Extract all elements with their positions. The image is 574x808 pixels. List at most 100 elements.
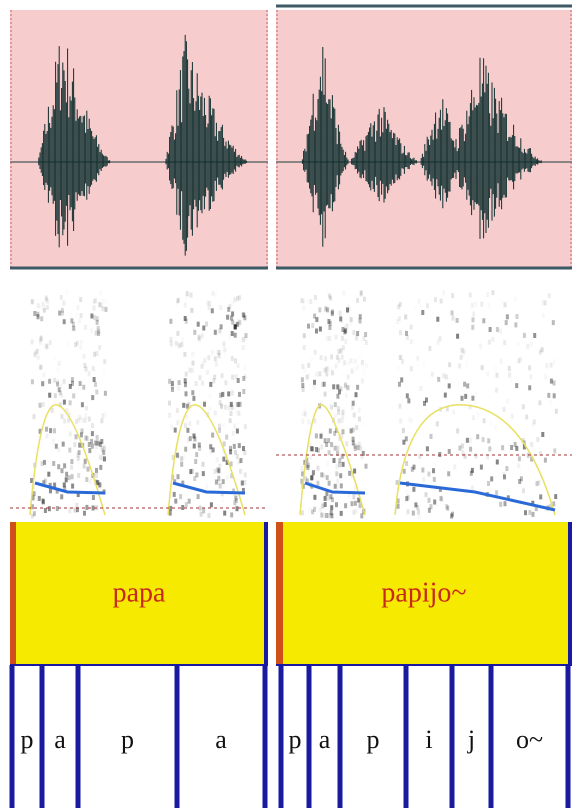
spectrogram-cell [48,392,52,398]
spectrogram-cell [49,428,53,434]
spectrogram-cell [60,414,64,419]
spectrogram-cell [338,310,342,316]
spectrogram-cell [301,418,305,424]
spectrogram-cell [87,442,91,447]
spectrogram-cell [539,451,542,457]
spectrogram-cell [340,453,344,459]
spectrogram-cell [220,403,224,409]
spectrogram-cell [361,450,365,456]
spectrogram-cell [398,315,401,321]
spectrogram-cell [397,365,400,370]
spectrogram-cell [197,442,201,448]
spectrogram-cell [62,399,66,405]
spectrogram-cell [436,339,440,345]
spectrogram-cell [339,386,343,392]
spectrogram-cell [226,314,230,320]
spectrogram-cell [236,318,240,324]
spectrogram-cell [182,402,186,408]
spectrogram-cell [39,339,42,345]
spectrogram-cell [313,379,316,385]
spectrogram-cell [78,318,81,323]
spectrogram-cell [237,459,241,465]
spectrogram-cell [60,392,64,398]
spectrogram-cell [56,381,60,387]
spectrogram-cell [214,330,218,336]
spectrogram-cell [354,392,358,398]
spectrogram-cell [471,317,475,323]
spectrogram-cell [209,448,213,454]
spectrogram-cell [395,480,399,485]
spectrogram-cell [90,329,93,334]
spectrogram-cell [209,393,212,398]
spectrogram-cell [207,355,211,361]
spectrogram-cell [37,496,41,501]
spectrogram-cell [313,494,317,500]
spectrogram-cell [76,492,80,497]
spectrogram-cell [445,406,449,412]
spectrogram-cell [396,498,400,504]
segment-label: p [21,725,34,754]
spectrogram-cell [363,296,366,302]
spectrogram-cell [188,367,192,373]
spectrogram-cell [62,378,66,384]
spectrogram-cell [337,436,341,442]
spectrogram-cell [233,297,237,303]
spectrogram-cell [213,329,217,335]
spectrogram-cell [238,391,241,397]
spectrogram-cell [327,480,331,486]
spectrogram-cell [48,482,52,488]
spectrogram-cell [463,381,467,387]
spectrogram-cell [30,299,34,305]
spectrogram-cell [209,444,213,450]
spectrogram-cell [223,352,226,357]
spectrogram-cell [93,370,96,375]
word-tier [276,522,572,665]
spectrogram-cell [336,478,340,484]
spectrogram-cell [315,317,319,323]
spectrogram-cell [479,464,483,470]
spectrogram-cell [238,295,242,301]
spectrogram-cell [217,480,221,486]
spectrogram-cell [205,321,208,327]
spectrogram-cell [352,330,356,336]
spectrogram-cell [53,482,57,488]
spectrogram-cell [49,428,53,433]
formant-curve [394,404,556,516]
spectrogram-cell [31,495,35,501]
spectrogram-cell [315,371,318,377]
spectrogram-cell [358,416,361,422]
spectrogram-cell [364,340,368,345]
spectrogram-cell [45,343,49,349]
spectrogram-cell [507,365,511,371]
spectrogram-cell [521,438,525,443]
spectrogram-cell [336,450,340,456]
spectrogram-cell [44,295,48,301]
spectrogram-cell [424,492,428,498]
spectrogram-cell [92,377,96,382]
spectrogram-cell [66,341,69,346]
spectrogram-cell [45,433,49,439]
spectrogram-bg [276,270,572,522]
spectrogram-cell [323,502,327,507]
spectrogram-cell [85,405,89,411]
spectrogram-cell [311,509,315,515]
spectrogram-cell [53,377,57,383]
spectrogram-cell [468,292,472,298]
spectrogram-cell [336,393,340,399]
spectrogram-cell [212,378,216,384]
spectrogram-cell [503,302,507,308]
spectrogram-cell [199,511,203,517]
spectrogram-cell [468,437,472,443]
spectrogram-cell [333,483,337,489]
spectrogram-cell [326,495,330,501]
segment-label: a [215,725,227,754]
spectrogram-cell [335,464,339,470]
spectrogram-cell [503,340,507,346]
spectrogram-cell [351,440,355,446]
spectrogram-cell [223,347,227,353]
spectrogram-cell [101,299,104,304]
spectrogram-cell [488,446,492,452]
spectrogram-cell [356,331,360,336]
formant-curve [167,404,246,516]
